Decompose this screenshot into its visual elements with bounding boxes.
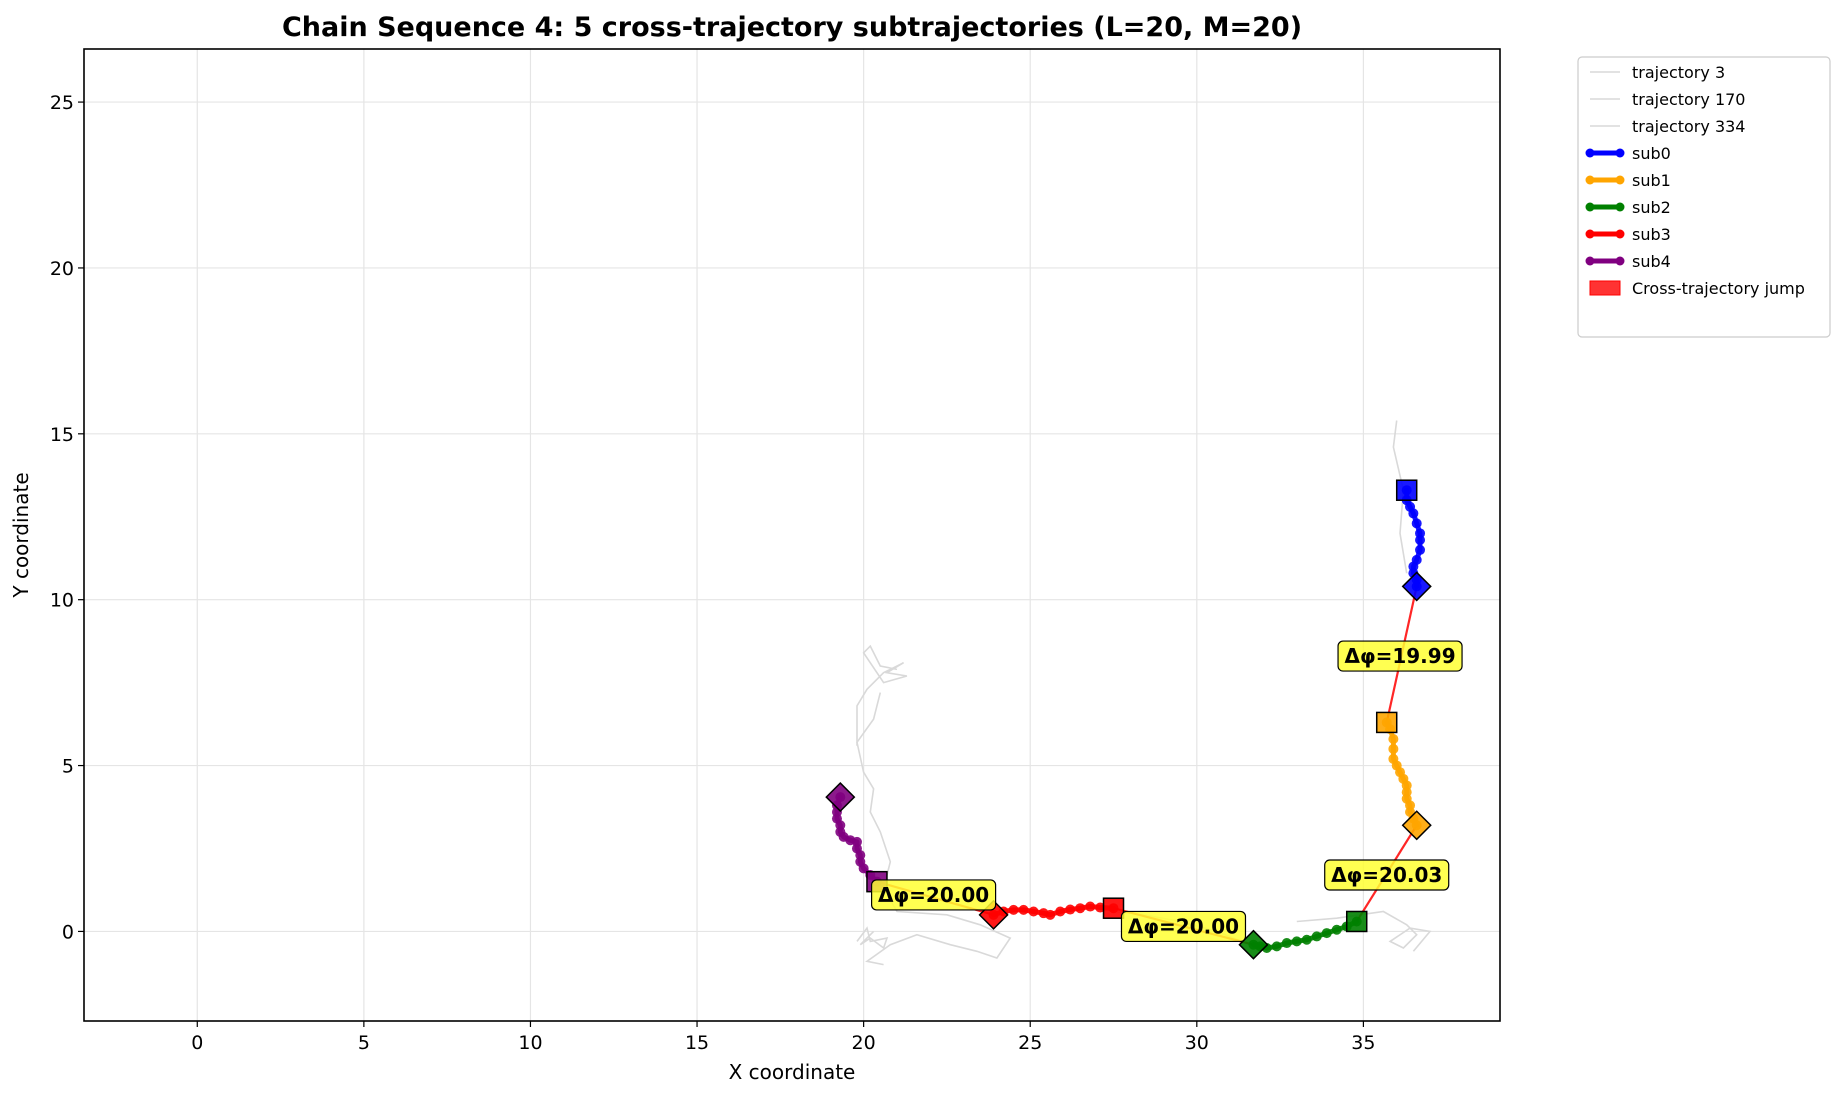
x-tick-label: 35 [1351, 1032, 1375, 1054]
jump-annotation-label: Δφ=20.00 [878, 883, 989, 907]
series-point-sub3 [1085, 901, 1096, 912]
start-marker-sub0 [1395, 479, 1418, 501]
x-tick-label: 30 [1185, 1032, 1209, 1054]
legend-label: trajectory 3 [1632, 63, 1725, 82]
legend-swatch-point [1615, 256, 1625, 266]
legend-frame [1577, 56, 1831, 338]
jump-annotations: Δφ=19.99 Δφ=20.03 Δφ=20.00 Δφ=20.00 [870, 640, 1463, 943]
series-point-sub0 [1408, 508, 1419, 519]
start-marker-sub2 [1345, 910, 1368, 933]
background-trajectory-line [856, 692, 1012, 966]
legend-swatch-point [1585, 148, 1595, 158]
grid [84, 49, 1500, 1021]
series-point-sub3 [1038, 908, 1049, 919]
series-point-sub0 [1415, 544, 1426, 555]
x-axis-label: X coordinate [729, 1060, 856, 1084]
legend-swatch-point [1615, 148, 1625, 158]
series-point-sub2 [1321, 928, 1332, 939]
legend-swatch-point [1615, 202, 1625, 212]
legend-swatch-point [1615, 229, 1625, 239]
end-marker-sub4 [825, 782, 856, 813]
y-axis-label: Y coordinate [9, 472, 33, 598]
series-point-sub0 [1415, 534, 1426, 545]
legend-swatch-point [1585, 202, 1595, 212]
legend-label: sub3 [1632, 225, 1671, 244]
legend-swatch-point [1615, 175, 1625, 185]
jump-annotation-label: Δφ=20.03 [1331, 863, 1442, 887]
series-point-sub2 [1301, 934, 1312, 945]
plot-area [84, 49, 1500, 1021]
jump-annotation-box [1120, 910, 1247, 943]
series-point-sub2 [1331, 924, 1342, 935]
start-marker-sub3 [1102, 897, 1125, 919]
series-point-sub3 [1075, 903, 1086, 914]
legend-label: sub0 [1632, 144, 1671, 163]
series-point-sub3 [1018, 904, 1029, 915]
series-point-sub3 [1008, 904, 1019, 915]
y-tick-label: 25 [50, 92, 74, 114]
legend-label: sub2 [1632, 198, 1671, 217]
jump-annotation-box [1337, 640, 1463, 672]
y-tick-label: 10 [50, 590, 74, 612]
legend: trajectory 3 trajectory 170 trajectory 334… [1577, 56, 1831, 338]
series-point-sub3 [1055, 906, 1066, 917]
x-tick-label: 0 [191, 1032, 203, 1054]
series-point-sub2 [1281, 938, 1292, 949]
jump-annotation-label: Δφ=20.00 [1128, 914, 1239, 938]
axis-ticks: 0 5 10 15 20 25 30 35 0 5 10 15 20 25 [50, 92, 1376, 1054]
series-point-sub0 [1411, 518, 1422, 529]
series-point-sub2 [1291, 936, 1302, 947]
plot-frame [83, 48, 1501, 1022]
start-marker-sub1 [1375, 711, 1398, 734]
background-trajectory-line [856, 644, 908, 746]
legend-swatch-point [1585, 175, 1595, 185]
series-point-sub1 [1388, 743, 1399, 754]
legend-swatch-point [1585, 256, 1595, 266]
end-marker-sub1 [1401, 810, 1432, 841]
x-tick-label: 10 [518, 1032, 542, 1054]
legend-label: trajectory 334 [1632, 117, 1745, 136]
series-point-sub2 [1271, 941, 1282, 952]
legend-label: sub4 [1632, 252, 1671, 271]
background-trajectory-line [856, 926, 889, 950]
jump-annotation-box [1324, 859, 1450, 891]
series-point-sub1 [1388, 734, 1399, 745]
y-tick-label: 0 [62, 921, 74, 943]
y-tick-label: 15 [50, 424, 74, 446]
series-point-sub3 [1095, 902, 1106, 913]
legend-swatch-patch [1589, 280, 1621, 296]
x-tick-label: 25 [1018, 1032, 1042, 1054]
chart-title: Chain Sequence 4: 5 cross-trajectory sub… [282, 12, 1302, 43]
series-point-sub3 [1065, 904, 1076, 915]
end-marker-sub0 [1401, 571, 1432, 602]
y-tick-label: 5 [62, 756, 74, 778]
series-point-sub2 [1311, 931, 1322, 942]
legend-label: sub1 [1632, 171, 1671, 190]
series-point-sub3 [1028, 906, 1039, 917]
y-tick-label: 20 [50, 258, 74, 280]
x-tick-label: 5 [358, 1032, 370, 1054]
x-tick-label: 20 [852, 1032, 876, 1054]
legend-label: Cross-trajectory jump [1632, 279, 1805, 298]
x-tick-label: 15 [685, 1032, 709, 1054]
legend-label: trajectory 170 [1632, 90, 1745, 109]
jump-annotation-label: Δφ=19.99 [1344, 644, 1455, 668]
legend-swatch-point [1585, 229, 1595, 239]
jump-annotation-box [870, 879, 997, 911]
